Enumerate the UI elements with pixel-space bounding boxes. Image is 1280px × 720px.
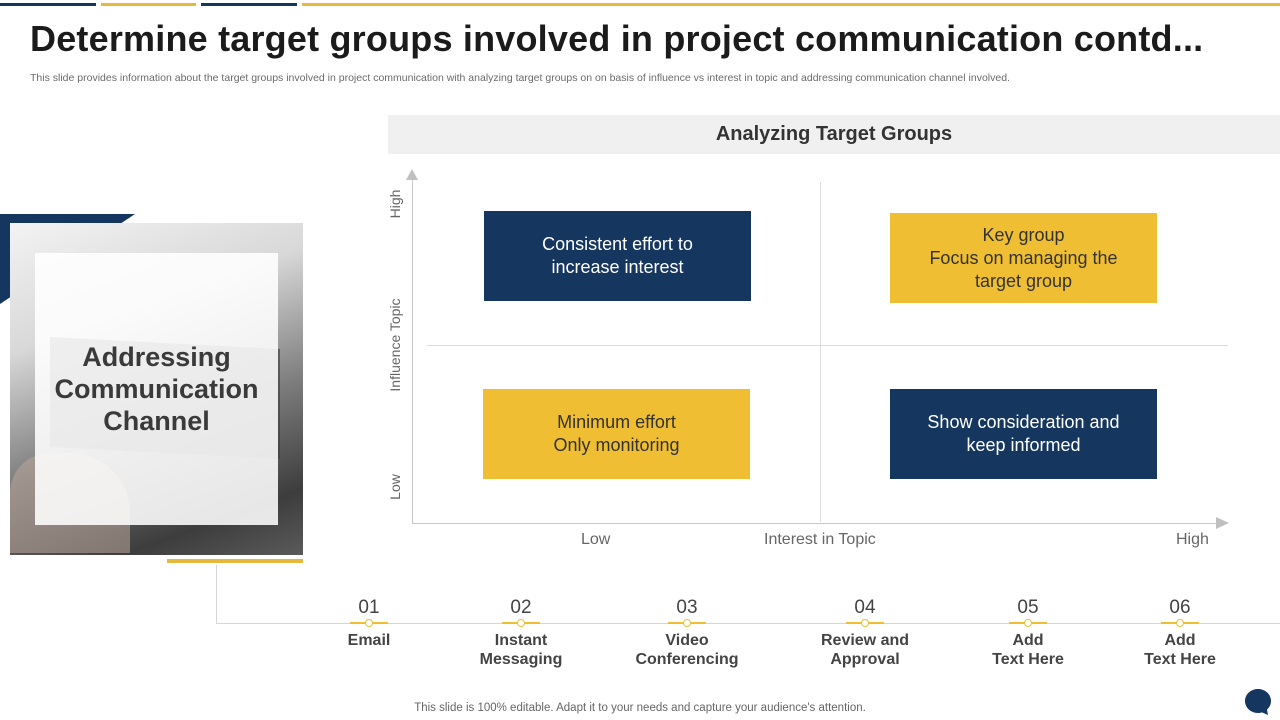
quadrant-bottom-left: Minimum effort Only monitoring xyxy=(483,389,750,479)
y-axis-high-label: High xyxy=(387,189,403,219)
step-dot-icon xyxy=(1176,619,1184,627)
matrix-title: Analyzing Target Groups xyxy=(715,123,953,145)
matrix-vertical-divider xyxy=(820,182,821,522)
step-number: 04 xyxy=(854,597,876,618)
step-number: 02 xyxy=(510,597,532,618)
channel-step: 02 Instant Messaging xyxy=(451,597,591,669)
step-dot-icon xyxy=(517,619,525,627)
step-number: 03 xyxy=(676,597,698,618)
channel-panel-label: Addressing Communication Channel xyxy=(54,342,259,436)
matrix-horizontal-divider xyxy=(427,345,1228,346)
step-tick xyxy=(1161,619,1199,627)
x-axis-line xyxy=(412,523,1217,524)
step-number: 06 xyxy=(1169,597,1191,618)
channel-step: 06 Add Text Here xyxy=(1110,597,1250,669)
step-tick xyxy=(668,619,706,627)
panel-underline xyxy=(167,559,303,563)
channel-step: 05 Add Text Here xyxy=(958,597,1098,669)
quadrant-bottom-right: Show consideration and keep informed xyxy=(890,389,1157,479)
chat-bubble-icon[interactable] xyxy=(1243,687,1273,717)
top-accent-bar-navy xyxy=(201,3,297,6)
slide-footer: This slide is 100% editable. Adapt it to… xyxy=(0,702,1280,714)
step-dot-icon xyxy=(1024,619,1032,627)
y-axis-arrow-icon xyxy=(406,169,418,180)
y-axis-low-label: Low xyxy=(387,474,403,500)
x-axis-label: Interest in Topic xyxy=(764,531,876,548)
x-axis-low-label: Low xyxy=(581,531,611,548)
x-axis-high-label: High xyxy=(1176,531,1209,548)
step-tick xyxy=(350,619,388,627)
channel-step: 04 Review and Approval xyxy=(795,597,935,669)
step-dot-icon xyxy=(861,619,869,627)
quadrant-top-right: Key group Focus on managing the target g… xyxy=(890,213,1157,303)
step-label: Email xyxy=(347,632,391,649)
step-dot-icon xyxy=(683,619,691,627)
step-label: Add Text Here xyxy=(992,632,1064,668)
step-dot-icon xyxy=(365,619,373,627)
x-axis-arrow-icon xyxy=(1216,517,1229,529)
slide-subtitle: This slide provides information about th… xyxy=(30,72,1010,84)
top-accent-bar-navy xyxy=(0,3,96,6)
step-label: Instant Messaging xyxy=(479,632,563,668)
step-label: Add Text Here xyxy=(1144,632,1216,668)
matrix-header: Analyzing Target Groups xyxy=(388,115,1280,154)
timeline-line xyxy=(216,623,1280,624)
step-number: 01 xyxy=(358,597,380,618)
y-axis-label: Influence Topic xyxy=(387,298,403,392)
channel-panel-card: Addressing Communication Channel xyxy=(35,253,278,525)
y-axis-line xyxy=(412,178,413,523)
step-label: Review and Approval xyxy=(820,632,910,668)
step-tick xyxy=(846,619,884,627)
channel-step: 01 Email xyxy=(299,597,439,650)
step-label: Video Conferencing xyxy=(635,632,739,668)
step-tick xyxy=(502,619,540,627)
channel-step: 03 Video Conferencing xyxy=(617,597,757,669)
quadrant-top-left: Consistent effort to increase interest xyxy=(484,211,751,301)
slide-title: Determine target groups involved in proj… xyxy=(30,18,1204,59)
top-accent-bar-gold xyxy=(101,3,196,6)
footer-text: This slide is 100% editable. Adapt it to… xyxy=(414,702,866,714)
top-accent-bar-gold xyxy=(302,3,1280,6)
step-tick xyxy=(1009,619,1047,627)
step-number: 05 xyxy=(1017,597,1039,618)
timeline-connector xyxy=(216,565,217,623)
